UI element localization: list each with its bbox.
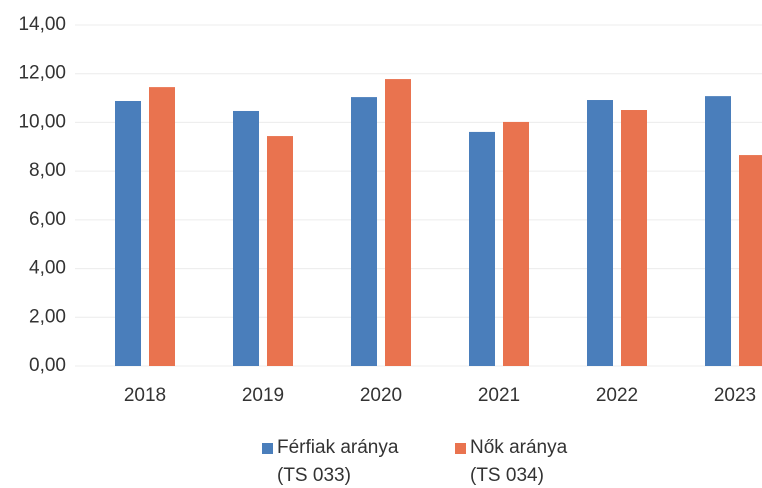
- bar: [115, 100, 141, 366]
- legend: Férfiak aránya (TS 033) Nők aránya (TS 03…: [262, 434, 618, 488]
- legend-label: Nők aránya (TS 034): [470, 437, 568, 486]
- x-tick-label: 2020: [360, 385, 402, 406]
- x-tick-label: 2019: [242, 385, 284, 406]
- x-tick-label: 2022: [596, 385, 638, 406]
- legend-item: Nők aránya (TS 034): [455, 434, 590, 488]
- y-tick-label: 0,00: [29, 355, 66, 376]
- legend-swatch: [262, 443, 273, 454]
- bar: [587, 100, 613, 367]
- y-tick-label: 8,00: [29, 160, 66, 181]
- legend-swatch: [455, 443, 466, 454]
- bar: [385, 79, 411, 366]
- x-tick-label: 2021: [478, 385, 520, 406]
- y-tick-label: 10,00: [18, 111, 66, 132]
- bar: [351, 97, 377, 367]
- y-tick-label: 6,00: [29, 209, 66, 230]
- bar: [739, 155, 762, 366]
- legend-label: Férfiak aránya (TS 033): [277, 437, 399, 486]
- legend-item: Férfiak aránya (TS 033): [262, 434, 427, 488]
- y-tick-label: 14,00: [18, 14, 66, 35]
- y-tick-label: 12,00: [18, 63, 66, 84]
- bar: [267, 136, 293, 366]
- x-tick-label: 2018: [124, 385, 166, 406]
- y-tick-label: 4,00: [29, 258, 66, 279]
- x-tick-label: 2023: [714, 385, 756, 406]
- bar: [149, 87, 175, 366]
- bar: [621, 110, 647, 366]
- bar: [233, 110, 259, 366]
- bar: [503, 121, 529, 366]
- y-tick-label: 2,00: [29, 306, 66, 327]
- bar: [705, 96, 731, 366]
- bar: [469, 131, 495, 366]
